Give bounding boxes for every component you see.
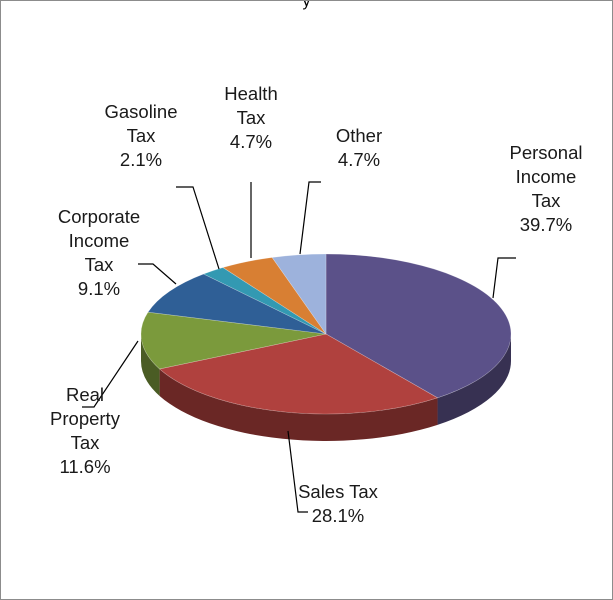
data-label-text-2: Property	[50, 408, 121, 429]
leader-line-3	[138, 263, 177, 285]
pie-slice-side-2	[141, 334, 160, 396]
data-label-text-3: Tax	[85, 254, 115, 275]
data-label-text-3: Income	[69, 230, 130, 251]
data-label-text-4: Tax	[127, 125, 157, 146]
pie-slice-3	[147, 273, 327, 335]
data-label-value-3: 9.1%	[78, 278, 120, 299]
data-label-text-0: Income	[516, 166, 577, 187]
data-label-text-5: Health	[224, 83, 277, 104]
leader-line-6	[299, 181, 321, 255]
pie-slice-side-0	[437, 334, 511, 425]
leader-line-2	[82, 340, 139, 408]
data-label-value-5: 4.7%	[230, 131, 272, 152]
data-label-value-6: 4.7%	[338, 149, 380, 170]
data-label-text-0: Tax	[532, 190, 562, 211]
chart-title-fragment: y	[302, 0, 311, 10]
data-label-text-6: Other	[336, 125, 382, 146]
leader-line-0	[492, 257, 516, 299]
pie-slice-0	[325, 253, 512, 399]
data-label-text-2: Tax	[71, 432, 101, 453]
data-label-value-2: 11.6%	[59, 456, 110, 477]
pie-slice-5	[222, 257, 327, 335]
data-label-text-0: Personal	[509, 142, 582, 163]
data-label-text-5: Tax	[237, 107, 267, 128]
pie-slice-4	[202, 267, 327, 335]
pie-slice-side-1	[159, 368, 438, 441]
pie-slice-1	[158, 333, 439, 415]
data-label-text-3: Corporate	[58, 206, 140, 227]
leader-line-1	[287, 430, 308, 513]
data-label-text-4: Gasoline	[104, 101, 177, 122]
pie-slice-2	[140, 311, 327, 370]
data-label-value-0: 39.7%	[520, 214, 572, 235]
pie-slice-6	[271, 253, 327, 335]
data-label-value-1: 28.1%	[312, 505, 364, 526]
data-label-text-2: Real	[66, 384, 104, 405]
data-label-text-1: Sales Tax	[298, 481, 379, 502]
leader-line-4	[176, 186, 220, 270]
data-label-value-4: 2.1%	[120, 149, 162, 170]
